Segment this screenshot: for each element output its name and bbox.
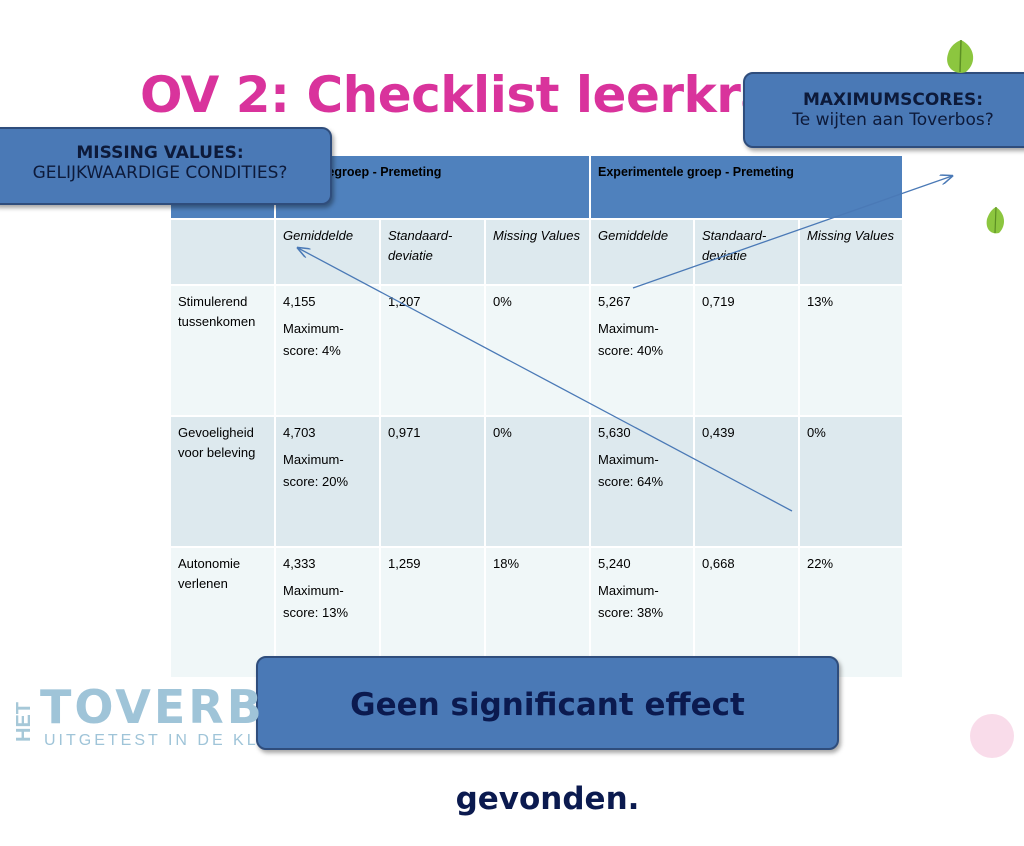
subheader-cell: Standaard-deviatie	[380, 219, 486, 286]
experimental-missing: 22%	[799, 547, 905, 679]
control-sd: 0,971	[380, 416, 486, 548]
experimental-sd: 0,719	[694, 285, 801, 417]
maximumscores-callout: MAXIMUMSCORES: Te wijten aan Toverbos?	[743, 72, 1024, 148]
logo-vertical-text: HET	[10, 684, 40, 744]
subheader-cell: Standaard-deviatie	[694, 219, 801, 286]
subheader-cell: Gemiddelde	[275, 219, 381, 286]
results-table: Controlegroep - Premeting Experimentele …	[171, 156, 905, 679]
header-experimental-group: Experimentele groep - Premeting	[590, 156, 905, 220]
leaf-icon	[947, 39, 974, 73]
experimental-maxscore: Maximum-score: 64%	[598, 452, 664, 489]
row-label: Gevoeligheid voor beleving	[171, 416, 276, 548]
conclusion-text: Geen significant effect gevonden.	[350, 687, 745, 817]
control-maxscore: Maximum-score: 20%	[283, 452, 349, 489]
table-row: Gevoeligheid voor beleving 4,703 Maximum-…	[171, 416, 905, 548]
missing-values-callout: MISSING VALUES: GELIJKWAARDIGE CONDITIES…	[0, 127, 332, 205]
row-label: Stimulerend tussenkomen	[171, 285, 276, 417]
experimental-mean-cell: 5,630 Maximum-score: 64%	[590, 416, 696, 548]
table-subheader-row: Gemiddelde Standaard-deviatie Missing Va…	[171, 219, 905, 286]
experimental-sd: 0,439	[694, 416, 801, 548]
control-maxscore: Maximum-score: 13%	[283, 583, 349, 620]
experimental-maxscore: Maximum-score: 38%	[598, 583, 664, 620]
row-label: Autonomie verlenen	[171, 547, 276, 679]
slide-title: OV 2: Checklist leerkrac	[140, 66, 803, 124]
logo-het: HET	[13, 702, 35, 742]
missing-values-text: GELIJKWAARDIGE CONDITIES?	[32, 163, 288, 183]
control-mean: 4,155	[283, 294, 316, 309]
experimental-missing: 0%	[799, 416, 905, 548]
subheader-cell	[171, 219, 276, 286]
control-mean: 4,333	[283, 556, 316, 571]
maximumscores-text: Te wijten aan Toverbos?	[792, 110, 994, 130]
experimental-mean: 5,630	[598, 425, 631, 440]
control-mean-cell: 4,703 Maximum-score: 20%	[275, 416, 381, 548]
table-row: Stimulerend tussenkomen 4,155 Maximum-sco…	[171, 285, 905, 417]
subheader-cell: Gemiddelde	[590, 219, 696, 286]
logo-main: TOVERB	[40, 680, 265, 734]
experimental-mean: 5,267	[598, 294, 631, 309]
control-mean-cell: 4,155 Maximum-score: 4%	[275, 285, 381, 417]
experimental-missing: 13%	[799, 285, 905, 417]
decorative-circle-icon	[970, 714, 1014, 758]
control-missing: 0%	[485, 285, 592, 417]
logo-sub: UITGETEST IN DE KL	[44, 732, 259, 749]
subheader-cell: Missing Values	[799, 219, 905, 286]
control-sd: 1,207	[380, 285, 486, 417]
subheader-cell: Missing Values	[485, 219, 592, 286]
leaf-icon	[986, 206, 1005, 234]
control-maxscore: Maximum-score: 4%	[283, 321, 344, 358]
experimental-mean: 5,240	[598, 556, 631, 571]
control-mean: 4,703	[283, 425, 316, 440]
missing-values-title: MISSING VALUES:	[76, 143, 244, 163]
maximumscores-title: MAXIMUMSCORES:	[802, 90, 984, 110]
experimental-mean-cell: 5,267 Maximum-score: 40%	[590, 285, 696, 417]
conclusion-callout: Geen significant effect gevonden.	[256, 656, 839, 817]
experimental-maxscore: Maximum-score: 40%	[598, 321, 664, 358]
control-missing: 0%	[485, 416, 592, 548]
